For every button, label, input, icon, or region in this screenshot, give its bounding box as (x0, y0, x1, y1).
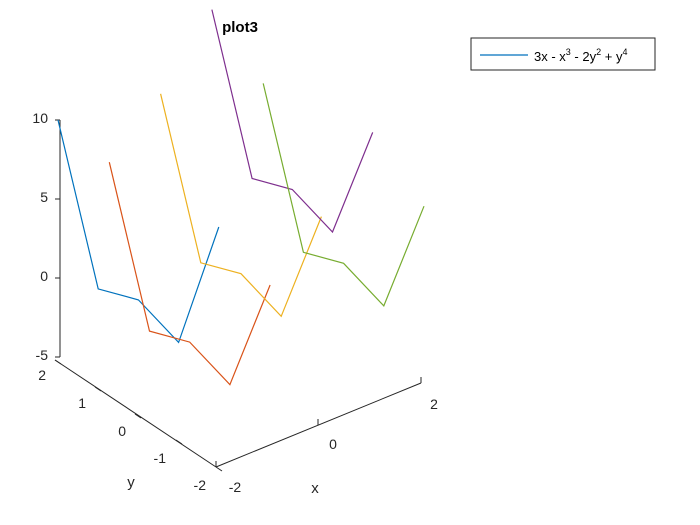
x-tick-label: 2 (430, 396, 438, 412)
series-line (57, 119, 220, 344)
series-line (160, 93, 322, 318)
legend-box (470, 37, 656, 71)
z-tick-label: -5 (36, 347, 49, 363)
series-lines (57, 9, 425, 386)
y-tick-label: 2 (38, 367, 46, 383)
series-line (262, 83, 425, 307)
y-tick-label: 1 (78, 395, 86, 411)
x-tick-label: 0 (329, 436, 337, 452)
series-line (108, 162, 271, 386)
x-ticks: -2 0 2 x (215, 377, 438, 497)
y-tick-mark (94, 386, 102, 392)
chart-title: plot3 (222, 19, 258, 36)
z-tick-label: 10 (32, 110, 48, 126)
y-tick-mark (215, 466, 223, 472)
y-tick-mark (54, 359, 62, 365)
y-tick-label: -1 (154, 450, 167, 466)
z-tick-label: 5 (40, 189, 48, 205)
y-tick-mark (175, 439, 183, 445)
y-tick-label: -2 (194, 477, 207, 493)
legend: 3x - x3 - 2y2 + y4 (470, 37, 656, 71)
z-tick-label: 0 (40, 268, 48, 284)
axes-3d (54, 120, 422, 468)
y-tick-label: 0 (118, 423, 126, 439)
z-ticks: 10 5 0 -5 (32, 110, 60, 363)
y-ticks: 2 1 0 -1 -2 y (38, 359, 223, 493)
series-line (211, 9, 374, 234)
y-axis-line (54, 359, 217, 468)
y-axis-label: y (127, 474, 135, 491)
y-tick-mark (134, 413, 142, 419)
legend-label: 3x - x3 - 2y2 + y4 (534, 47, 627, 64)
x-axis-label: x (311, 480, 319, 497)
x-tick-label: -2 (229, 479, 242, 495)
